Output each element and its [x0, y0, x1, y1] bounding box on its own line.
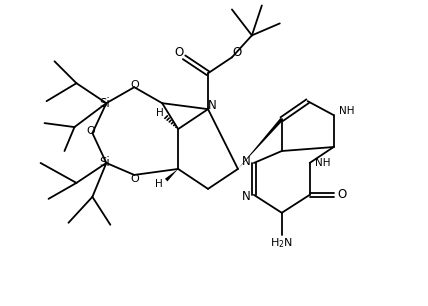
- Polygon shape: [165, 169, 178, 181]
- Text: O: O: [131, 174, 140, 184]
- Text: N: N: [208, 99, 217, 112]
- Text: NH: NH: [315, 158, 330, 168]
- Text: H: H: [155, 108, 163, 118]
- Text: N: N: [242, 155, 251, 168]
- Text: O: O: [130, 80, 139, 90]
- Polygon shape: [238, 118, 283, 169]
- Text: Si: Si: [99, 156, 110, 170]
- Text: Si: Si: [99, 97, 110, 110]
- Text: N: N: [242, 189, 251, 203]
- Text: NH: NH: [339, 106, 354, 116]
- Text: O: O: [337, 188, 346, 201]
- Text: O: O: [86, 126, 95, 136]
- Text: O: O: [232, 46, 241, 59]
- Text: O: O: [174, 46, 184, 59]
- Text: H: H: [155, 179, 163, 189]
- Text: H$_2$N: H$_2$N: [270, 237, 293, 250]
